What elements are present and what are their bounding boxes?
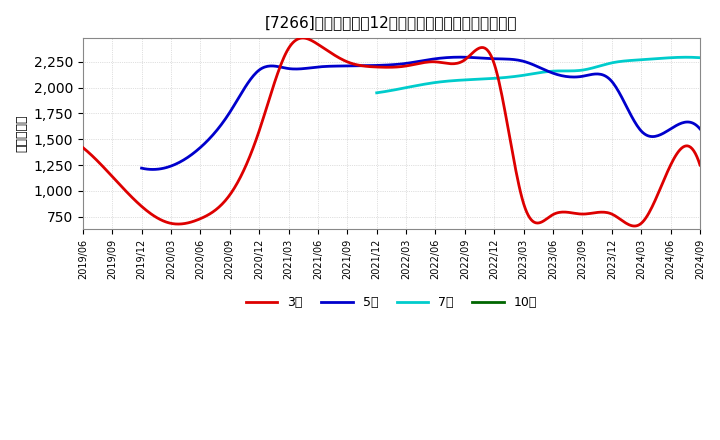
Title: [7266]　当期純利益12か月移動合計の標準偏差の推移: [7266] 当期純利益12か月移動合計の標準偏差の推移	[265, 15, 518, 30]
Y-axis label: （百万円）: （百万円）	[15, 115, 28, 152]
Legend: 3年, 5年, 7年, 10年: 3年, 5年, 7年, 10年	[241, 291, 542, 315]
